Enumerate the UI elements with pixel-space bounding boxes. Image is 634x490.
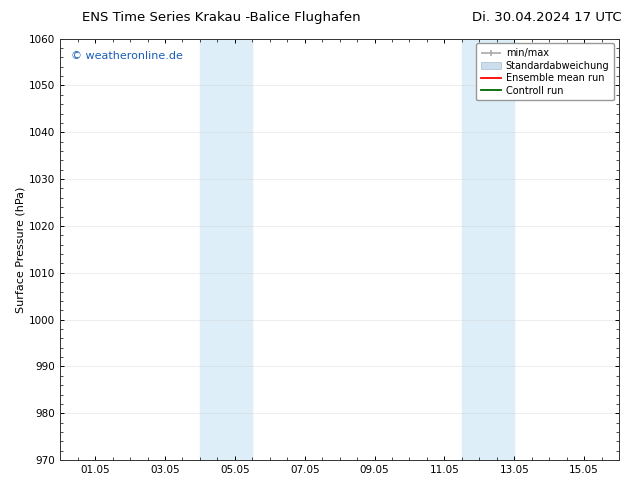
Legend: min/max, Standardabweichung, Ensemble mean run, Controll run: min/max, Standardabweichung, Ensemble me… xyxy=(477,44,614,100)
Y-axis label: Surface Pressure (hPa): Surface Pressure (hPa) xyxy=(15,186,25,313)
Text: Di. 30.04.2024 17 UTC: Di. 30.04.2024 17 UTC xyxy=(472,11,621,24)
Bar xyxy=(462,39,514,460)
Text: ENS Time Series Krakau -Balice Flughafen: ENS Time Series Krakau -Balice Flughafen xyxy=(82,11,361,24)
Bar xyxy=(200,39,252,460)
Text: © weatheronline.de: © weatheronline.de xyxy=(72,51,183,61)
